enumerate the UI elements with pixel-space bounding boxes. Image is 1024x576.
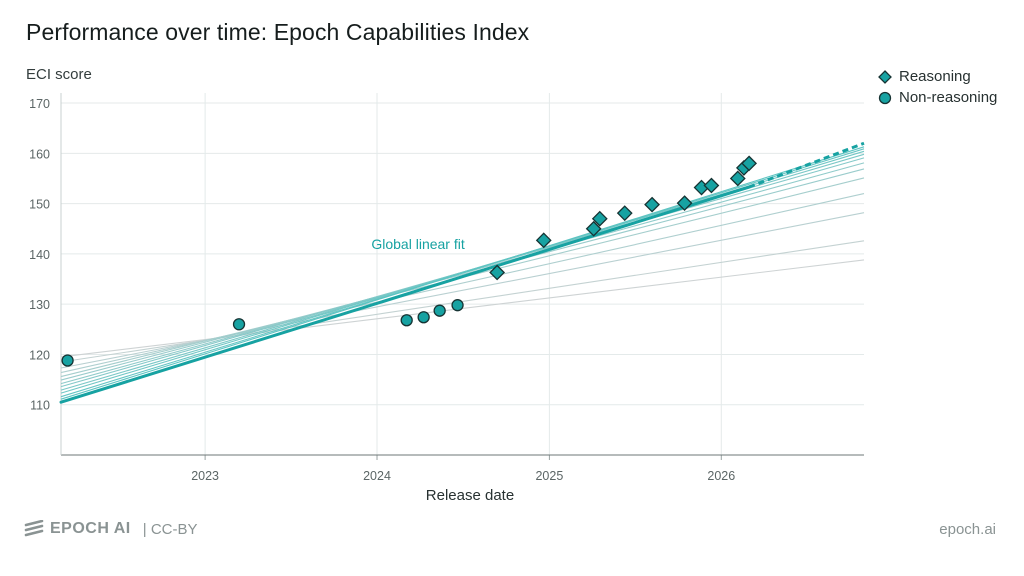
- circle-marker-icon: [878, 91, 892, 104]
- reasoning-point: [591, 210, 608, 227]
- footer-brand: EPOCH AI | CC-BY: [24, 520, 197, 538]
- fit-annotation: Global linear fit: [371, 236, 464, 252]
- reasoning-point: [489, 264, 506, 281]
- legend: Reasoning Non-reasoning: [878, 66, 997, 108]
- non-reasoning-point: [61, 354, 74, 367]
- y-tick-label: 170: [29, 97, 50, 111]
- epoch-logo-icon: [24, 520, 44, 537]
- non-reasoning-point: [400, 314, 413, 327]
- global-fit-line: [59, 185, 751, 404]
- reasoning-point: [644, 196, 660, 213]
- y-tick-label: 120: [29, 348, 50, 362]
- reasoning-point: [741, 155, 758, 172]
- license-label: | CC-BY: [142, 520, 198, 538]
- legend-item-reasoning: Reasoning: [878, 66, 997, 87]
- legend-label-reasoning: Reasoning: [899, 68, 971, 85]
- legend-item-non-reasoning: Non-reasoning: [878, 87, 997, 108]
- chart-title: Performance over time: Epoch Capabilitie…: [26, 19, 530, 45]
- ensemble-fit-line: [60, 146, 865, 400]
- legend-label-non-reasoning: Non-reasoning: [899, 89, 998, 106]
- y-tick-label: 110: [30, 399, 50, 413]
- x-tick-label: 2023: [191, 469, 219, 483]
- x-tick-label: 2025: [535, 469, 563, 483]
- non-reasoning-point: [417, 311, 430, 324]
- x-tick-label: 2026: [707, 469, 735, 483]
- ensemble-fit-line: [60, 193, 865, 374]
- ensemble-fit-line: [60, 212, 865, 369]
- brand-name: EPOCH AI: [50, 520, 131, 537]
- reasoning-point: [585, 220, 602, 237]
- y-tick-label: 160: [29, 147, 50, 161]
- non-reasoning-point: [451, 299, 464, 312]
- diamond-marker-icon: [878, 69, 892, 84]
- y-tick-label: 150: [29, 198, 50, 212]
- x-axis-label: Release date: [425, 487, 515, 504]
- global-fit-extrapolation: [748, 141, 865, 189]
- y-tick-label: 140: [29, 248, 50, 262]
- x-tick-label: 2024: [363, 469, 391, 483]
- reasoning-point: [703, 177, 720, 194]
- reasoning-point: [729, 170, 746, 187]
- y-axis-label: ECI score: [26, 66, 92, 83]
- footer-url[interactable]: epoch.ai: [939, 521, 996, 538]
- y-tick-label: 130: [29, 298, 50, 312]
- non-reasoning-point: [433, 304, 446, 317]
- reasoning-point: [616, 205, 633, 222]
- non-reasoning-point: [232, 318, 246, 331]
- ensemble-fit-line: [60, 168, 865, 381]
- reasoning-point: [535, 232, 552, 249]
- ensemble-fit-line: [60, 240, 865, 363]
- reasoning-point: [676, 195, 693, 212]
